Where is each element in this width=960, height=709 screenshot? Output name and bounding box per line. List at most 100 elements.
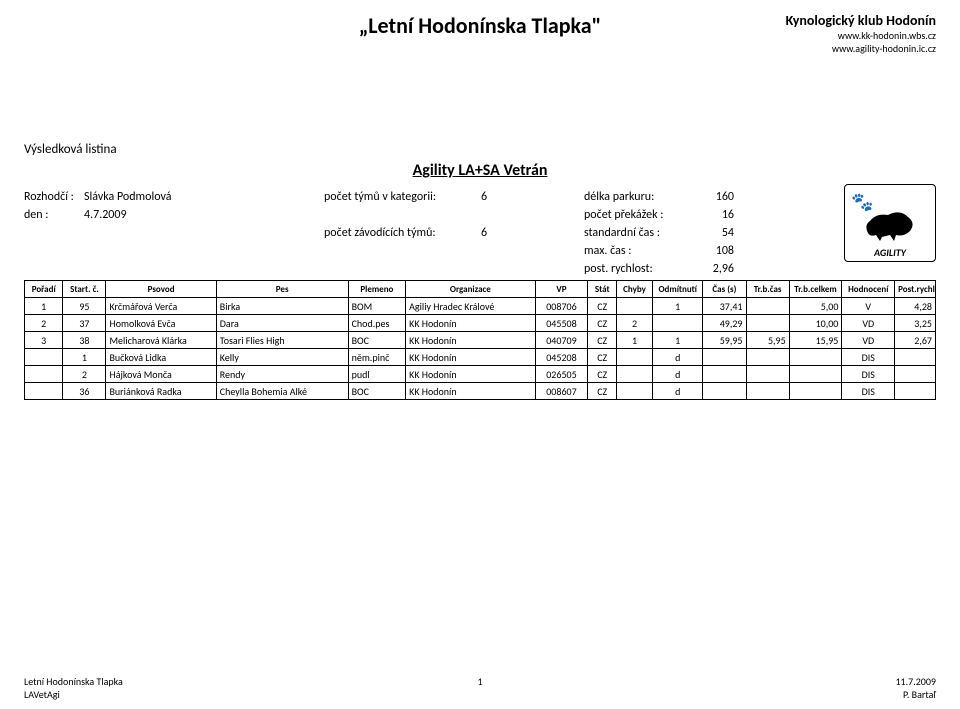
table-cell: Bučková Lidka [106,349,216,366]
table-header-row: PořadíStart. č.PsovodPesPlemenoOrganizac… [25,281,936,298]
table-cell: 026505 [535,366,588,383]
table-cell: pudl [348,366,406,383]
table-cell [789,366,842,383]
table-cell: KK Hodonín [406,315,535,332]
footer-left-2: LAVetAgi [24,688,123,701]
table-cell: 2 [63,366,106,383]
table-cell: DIS [842,349,895,366]
table-row: 237Homolková EvčaDaraChod.pesKK Hodonín0… [25,315,936,332]
table-cell: Hájková Monča [106,366,216,383]
table-cell: 37 [63,315,106,332]
table-header-cell: Pes [216,281,348,298]
footer-right-1: 11.7.2009 [895,675,936,688]
table-row: 1Bučková LidkaKellyněm.pinčKK Hodonín045… [25,349,936,366]
label-maxcas: max. čas : [584,244,694,258]
club-url-1: www.kk-hodonin.wbs.cz [786,29,936,42]
table-cell [25,383,63,400]
results-table: PořadíStart. č.PsovodPesPlemenoOrganizac… [24,280,936,400]
value-tymu-zav: 6 [474,226,494,240]
table-cell: Melicharová Klárka [106,332,216,349]
table-cell [617,366,653,383]
table-cell [617,383,653,400]
table-cell: 008607 [535,383,588,400]
table-cell: 3 [25,332,63,349]
table-header-cell: Stát [588,281,617,298]
table-body: 195Krčmářová VerčaBirkaBOMAgiliy Hradec … [25,298,936,400]
logo-text: AGILITY [845,246,935,259]
label-delka: délka parkuru: [584,190,694,204]
table-cell: V [842,298,895,315]
table-cell: Buriánková Radka [106,383,216,400]
table-cell [617,349,653,366]
table-cell: Tosari Flies High [216,332,348,349]
table-header-cell: Odmítnutí [653,281,703,298]
table-cell: BOC [348,383,406,400]
table-cell: Cheylla Bohemia Alké [216,383,348,400]
value-rozhodci: Slávka Podmolová [84,190,171,204]
table-cell: CZ [588,349,617,366]
table-row: 338Melicharová KlárkaTosari Flies HighBO… [25,332,936,349]
footer-center: 1 [477,675,482,688]
table-cell: KK Hodonín [406,349,535,366]
table-cell: KK Hodonín [406,383,535,400]
table-cell [653,315,703,332]
table-cell [895,366,936,383]
table-cell: d [653,349,703,366]
club-url-2: www.agility-hodonin.ic.cz [786,42,936,55]
value-tymu-kat: 6 [474,190,494,204]
course-title: Agility LA+SA Vetrán [24,161,936,180]
table-cell: 59,95 [703,332,746,349]
club-block: Kynologický klub Hodonín www.kk-hodonin.… [786,12,936,55]
club-name: Kynologický klub Hodonín [786,12,936,29]
header: „Letní Hodonínska Tlapka" Kynologický kl… [24,12,936,72]
value-stdcas: 54 [694,226,734,240]
table-cell: Krčmářová Verča [106,298,216,315]
table-cell: 5,95 [746,332,789,349]
table-cell [25,366,63,383]
table-cell [703,349,746,366]
table-cell: CZ [588,383,617,400]
table-header-cell: Plemeno [348,281,406,298]
table-cell: 1 [25,298,63,315]
value-den: 4.7.2009 [84,208,127,222]
table-cell: 10,00 [789,315,842,332]
table-header-cell: Pořadí [25,281,63,298]
table-cell: 37,41 [703,298,746,315]
label-tymu-zav: počet závodících týmů: [324,226,474,240]
label-rychlost: post. rychlost: [584,262,694,276]
table-cell [746,383,789,400]
dog-icon [859,203,921,243]
table-cell: 2 [25,315,63,332]
table-cell: Rendy [216,366,348,383]
footer-right-2: P. Bartaľ [895,688,936,701]
value-maxcas: 108 [694,244,734,258]
table-cell: 008706 [535,298,588,315]
table-cell [703,366,746,383]
table-cell: 1 [617,332,653,349]
table-cell: Chod.pes [348,315,406,332]
table-header-cell: Psovod [106,281,216,298]
table-cell [895,383,936,400]
label-den: den : [24,208,84,222]
table-cell [789,349,842,366]
section-heading: Výsledková listina [24,142,936,157]
table-header-cell: Hodnocení [842,281,895,298]
table-cell: 045508 [535,315,588,332]
table-cell: CZ [588,366,617,383]
table-cell: 1 [63,349,106,366]
footer-left: Letní Hodonínska Tlapka LAVetAgi [24,675,123,701]
table-cell: KK Hodonín [406,332,535,349]
table-cell [789,383,842,400]
table-cell: 1 [653,332,703,349]
value-delka: 160 [694,190,734,204]
table-cell: CZ [588,315,617,332]
table-cell: Agiliy Hradec Králové [406,298,535,315]
value-prekazek: 16 [694,208,734,222]
table-cell [746,298,789,315]
table-cell: 2 [617,315,653,332]
table-row: 195Krčmářová VerčaBirkaBOMAgiliy Hradec … [25,298,936,315]
table-row: 36Buriánková RadkaCheylla Bohemia AlkéBO… [25,383,936,400]
table-cell: DIS [842,366,895,383]
meta-mid: počet týmů v kategorii:6 počet závodícíc… [324,190,494,244]
table-header-cell: Čas (s) [703,281,746,298]
